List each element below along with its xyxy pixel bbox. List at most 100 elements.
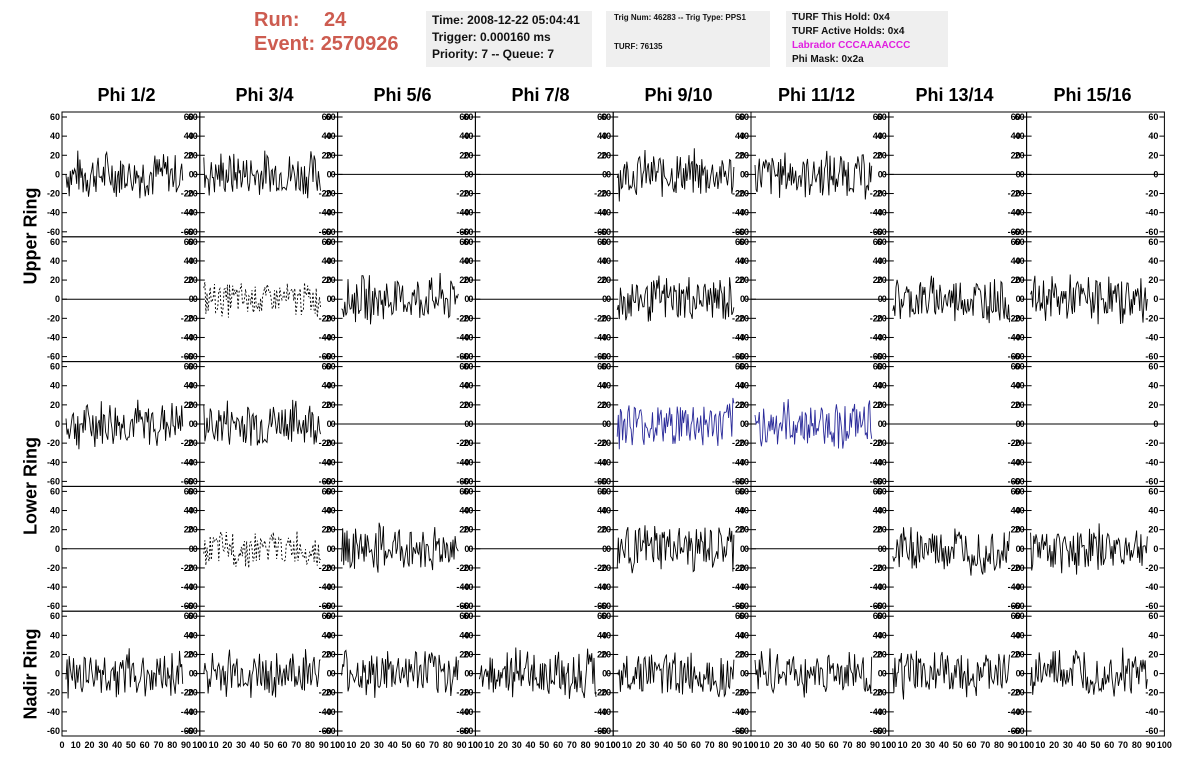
y-tick-label: -40 xyxy=(594,332,607,342)
y-tick-label: 40 xyxy=(326,506,336,516)
x-tick-label: 0 xyxy=(886,740,891,750)
x-tick-label: 30 xyxy=(512,740,522,750)
y-tick-label: -60 xyxy=(598,476,611,486)
x-tick-label: 90 xyxy=(732,740,742,750)
y-tick-label: 20 xyxy=(188,400,198,410)
y-tick-label: 60 xyxy=(188,611,198,621)
y-tick-label: 60 xyxy=(1015,237,1025,247)
y-tick-label: 0 xyxy=(744,169,749,179)
y-tick-label: -20 xyxy=(323,563,336,573)
y-tick-label: 20 xyxy=(322,275,332,285)
waveform-trace xyxy=(65,399,184,450)
column-header-phi-9-10: Phi 9/10 xyxy=(644,85,713,105)
y-tick-label: 20 xyxy=(463,400,473,410)
y-tick-label: 20 xyxy=(597,400,607,410)
y-tick-label: 0 xyxy=(468,669,473,679)
y-tick-label: 0 xyxy=(189,169,194,179)
y-tick-label: 40 xyxy=(1015,381,1025,391)
y-tick-label: 0 xyxy=(464,544,469,554)
y-tick-label: 20 xyxy=(188,275,198,285)
y-tick-label: -40 xyxy=(732,208,745,218)
y-tick-label: -20 xyxy=(736,688,749,698)
y-tick-label: 40 xyxy=(322,256,332,266)
y-tick-label: -60 xyxy=(732,352,745,362)
y-tick-label: -40 xyxy=(598,457,611,467)
y-tick-label: 0 xyxy=(878,669,883,679)
y-tick-label: -60 xyxy=(323,601,336,611)
y-tick-label: 0 xyxy=(193,169,198,179)
y-tick-label: -20 xyxy=(870,688,883,698)
waveform-trace xyxy=(341,649,459,698)
x-tick-label: 80 xyxy=(167,740,177,750)
y-tick-label: -60 xyxy=(181,476,194,486)
y-tick-label: 40 xyxy=(50,256,60,266)
y-tick-label: 40 xyxy=(877,131,887,141)
y-tick-label: 20 xyxy=(601,150,611,160)
y-tick-label: 60 xyxy=(50,611,60,621)
y-tick-label: -60 xyxy=(874,601,887,611)
y-tick-label: 40 xyxy=(1148,630,1158,640)
y-tick-label: 0 xyxy=(1153,544,1158,554)
x-tick-label: 30 xyxy=(925,740,935,750)
y-tick-label: -60 xyxy=(181,352,194,362)
y-tick-label: -20 xyxy=(47,438,60,448)
y-tick-label: 40 xyxy=(601,131,611,141)
column-header-phi-5-6: Phi 5/6 xyxy=(373,85,432,105)
y-tick-label: -40 xyxy=(598,582,611,592)
y-tick-label: 20 xyxy=(873,275,883,285)
x-tick-label: 50 xyxy=(539,740,549,750)
y-tick-label: 20 xyxy=(877,275,887,285)
y-tick-label: -40 xyxy=(185,208,198,218)
y-tick-label: -20 xyxy=(1145,688,1158,698)
x-tick-label: 90 xyxy=(1008,740,1018,750)
y-tick-label: -20 xyxy=(1008,189,1021,199)
y-tick-label: 60 xyxy=(601,611,611,621)
x-tick-label: 90 xyxy=(594,740,604,750)
y-tick-label: -60 xyxy=(456,352,469,362)
y-tick-label: -20 xyxy=(1012,438,1025,448)
priority-text: Priority: 7 -- Queue: 7 xyxy=(432,47,555,61)
y-tick-label: -60 xyxy=(874,476,887,486)
y-tick-label: 40 xyxy=(184,506,194,516)
y-tick-label: -20 xyxy=(874,189,887,199)
y-tick-label: -40 xyxy=(732,707,745,717)
y-tick-label: 60 xyxy=(1015,112,1025,122)
x-tick-label: 100 xyxy=(1157,740,1172,750)
y-tick-label: 0 xyxy=(740,294,745,304)
y-tick-label: -40 xyxy=(181,582,194,592)
y-tick-label: -20 xyxy=(874,313,887,323)
y-tick-label: 60 xyxy=(1148,362,1158,372)
x-tick-label: 10 xyxy=(622,740,632,750)
x-tick-label: 40 xyxy=(250,740,260,750)
y-tick-label: 0 xyxy=(55,169,60,179)
y-tick-label: 20 xyxy=(873,525,883,535)
column-header-phi-7-8: Phi 7/8 xyxy=(511,85,570,105)
y-tick-label: 40 xyxy=(739,506,749,516)
y-tick-label: -60 xyxy=(594,601,607,611)
y-tick-label: 40 xyxy=(459,630,469,640)
y-tick-label: -40 xyxy=(870,582,883,592)
y-tick-label: -40 xyxy=(598,332,611,342)
waveform-trace xyxy=(203,150,321,199)
y-tick-label: -20 xyxy=(456,688,469,698)
y-tick-label: 20 xyxy=(877,649,887,659)
y-tick-label: 40 xyxy=(322,506,332,516)
y-tick-label: -20 xyxy=(594,313,607,323)
y-tick-label: -20 xyxy=(460,688,473,698)
y-tick-label: 0 xyxy=(1016,544,1021,554)
y-tick-label: -40 xyxy=(319,582,332,592)
y-tick-label: 60 xyxy=(597,237,607,247)
y-tick-label: -40 xyxy=(185,332,198,342)
y-tick-label: -40 xyxy=(1145,582,1158,592)
y-tick-label: 20 xyxy=(184,150,194,160)
y-tick-label: -40 xyxy=(1145,332,1158,342)
y-tick-label: 60 xyxy=(459,237,469,247)
y-tick-label: 20 xyxy=(601,275,611,285)
y-tick-label: -40 xyxy=(319,707,332,717)
y-tick-label: 0 xyxy=(327,544,332,554)
y-tick-label: 0 xyxy=(464,669,469,679)
y-tick-label: 60 xyxy=(188,237,198,247)
y-tick-label: 20 xyxy=(597,150,607,160)
y-tick-label: 60 xyxy=(735,237,745,247)
y-tick-label: -40 xyxy=(1145,208,1158,218)
